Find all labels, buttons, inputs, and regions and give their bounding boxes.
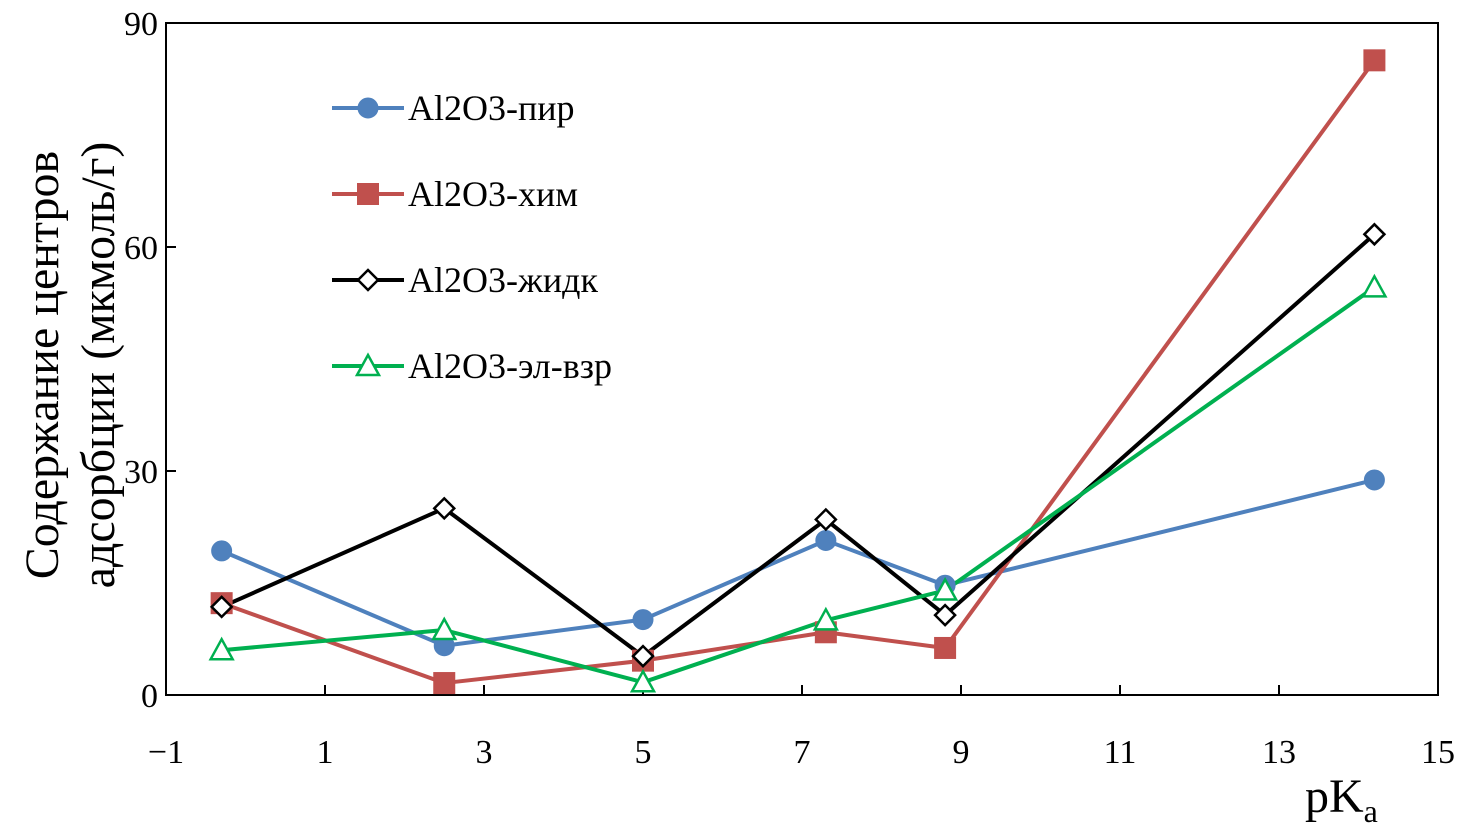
y-axis-title: Содержание центров адсорбции (мкмоль/г) <box>16 142 125 589</box>
y-tick-label: 0 <box>141 678 158 715</box>
series-4-point <box>931 576 959 601</box>
series-3-point <box>432 496 457 521</box>
legend-label: Al2O3-пир <box>408 88 575 128</box>
legend-label: Al2O3-эл-взр <box>408 346 612 386</box>
x-tick-label: 1 <box>317 734 334 771</box>
legend-marker <box>357 97 379 119</box>
legend-marker <box>356 268 380 292</box>
legend-label: Al2O3-хим <box>408 174 578 214</box>
series-4-point <box>208 636 235 661</box>
x-tick-label: 11 <box>1104 734 1137 771</box>
axis-ticks <box>165 22 1439 696</box>
x-tick-label: 9 <box>953 734 970 771</box>
series-1-point <box>632 609 654 631</box>
legend: Al2O3-пир Al2O3-хим Al2O3-жидк Al2O3-эл-взр <box>332 88 612 386</box>
x-tick-label: 5 <box>635 734 652 771</box>
legend-marker <box>357 183 379 205</box>
series-line-4 <box>221 285 1376 685</box>
legend-label: Al2O3-жидк <box>408 260 598 300</box>
series-4-point <box>431 616 458 641</box>
series-4-point <box>812 606 839 631</box>
series-3-point <box>1362 222 1387 247</box>
series-line-1 <box>220 478 1375 648</box>
y-tick-label: 90 <box>124 6 158 43</box>
series-3-point <box>631 644 655 668</box>
x-tick-label: 7 <box>794 734 811 771</box>
x-tick-labels: −1 1 3 5 7 9 11 13 15 <box>148 734 1455 771</box>
x-tick-label: 13 <box>1262 734 1296 771</box>
x-axis-title-subscript: a <box>1364 793 1378 829</box>
y-tick-label: 30 <box>124 454 158 491</box>
series-line-3 <box>220 232 1376 659</box>
y-tick-labels: 0 30 60 90 <box>124 6 158 715</box>
series-2-point <box>1363 49 1386 72</box>
series-2-point <box>433 672 456 695</box>
x-tick-label: −1 <box>148 734 184 771</box>
series-4-point <box>1361 273 1388 298</box>
x-tick-label: 15 <box>1421 734 1455 771</box>
series-2-point <box>934 636 957 659</box>
y-axis-title-line-1: Содержание центров <box>16 151 69 579</box>
series-markers <box>208 49 1388 695</box>
series-1-point <box>815 529 837 551</box>
series-3-point <box>209 595 234 619</box>
plot-area <box>165 22 1439 696</box>
series-3-point <box>933 603 957 627</box>
series-1-point <box>211 540 233 562</box>
legend-marker <box>354 352 382 377</box>
series-3-point <box>814 507 838 532</box>
series-4-point <box>629 668 657 693</box>
x-tick-label: 3 <box>476 734 493 771</box>
series-1-point <box>1363 469 1385 491</box>
y-tick-label: 60 <box>124 230 158 267</box>
series-line-2 <box>220 59 1377 686</box>
y-axis-title-line-2: адсорбции (мкмоль/г) <box>72 142 125 589</box>
series-lines <box>220 59 1377 686</box>
x-axis-title-main: pK <box>1305 770 1364 823</box>
x-axis-title: pKa <box>1305 770 1378 829</box>
